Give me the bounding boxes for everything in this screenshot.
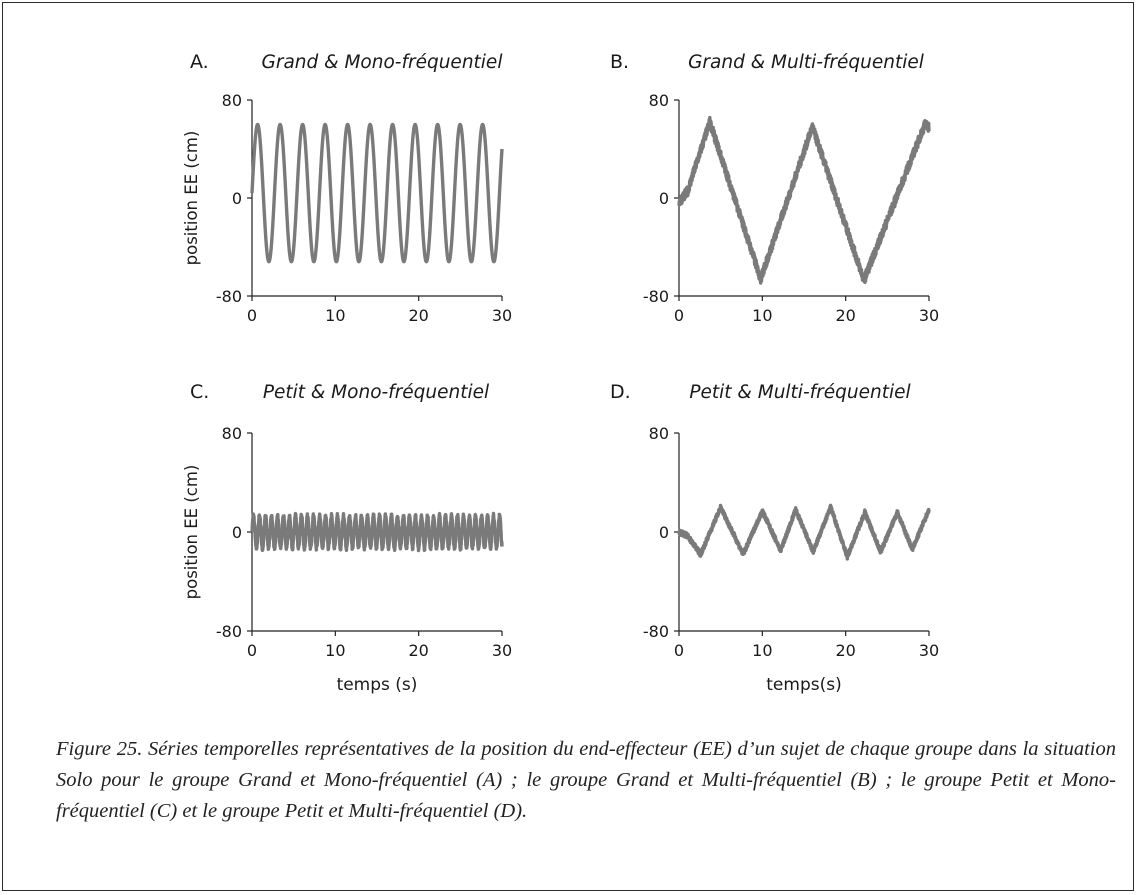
panel-b-series-line xyxy=(677,115,931,285)
panel-b-label: B. xyxy=(610,51,629,73)
panel-b-xtick-label: 20 xyxy=(835,306,855,325)
panel-a-xtick-label: 10 xyxy=(325,306,345,325)
panel-a-xtick-label: 30 xyxy=(492,306,512,325)
panel-d-xtick-label: 0 xyxy=(674,641,684,660)
panel-a-label: A. xyxy=(190,51,209,73)
panel-c-xtick-label: 10 xyxy=(325,641,345,660)
figure-plots: A. Grand & Mono-fréquentiel -80 0 80 0 10 20 30 p… xyxy=(182,51,939,695)
panel-b-title: Grand & Multi-fréquentiel xyxy=(688,52,925,73)
panel-c-x-axis-title: temps (s) xyxy=(337,675,418,695)
panel-d-ytick-label: 80 xyxy=(649,424,669,443)
panel-d-ytick-label: -80 xyxy=(643,622,669,641)
panel-b-ytick-label: 0 xyxy=(659,189,669,208)
panel-c-series-line xyxy=(250,511,504,553)
panel-c-label: C. xyxy=(190,381,209,403)
panel-c-xtick-label: 30 xyxy=(492,641,512,660)
panel-d-title: Petit & Multi-fréquentiel xyxy=(689,382,911,403)
panel-c-ytick-label: 80 xyxy=(222,424,242,443)
panel-b-xtick-label: 30 xyxy=(919,306,939,325)
panel-d-series-line xyxy=(677,503,931,561)
panel-b-xtick-label: 0 xyxy=(674,306,684,325)
panel-b-ytick-label: 80 xyxy=(649,91,669,110)
panel-a-title: Grand & Mono-fréquentiel xyxy=(262,52,504,73)
panel-d-xtick-label: 10 xyxy=(752,641,772,660)
panel-a-series-line xyxy=(250,122,504,264)
panel-c-xtick-label: 20 xyxy=(408,641,428,660)
panel-a-xtick-label: 20 xyxy=(408,306,428,325)
panel-a-xtick-label: 0 xyxy=(247,306,257,325)
panel-a-ytick-label: 80 xyxy=(222,91,242,110)
panel-a-y-axis-title: position EE (cm) xyxy=(182,131,201,266)
panel-d-xtick-label: 20 xyxy=(835,641,855,660)
panel-d-xtick-label: 30 xyxy=(919,641,939,660)
panel-a-ytick-label: 0 xyxy=(232,189,242,208)
panel-c-y-axis-title: position EE (cm) xyxy=(182,465,201,600)
panel-b-ytick-label: -80 xyxy=(643,287,669,306)
panel-c-ytick-label: -80 xyxy=(216,622,242,641)
panel-d-ytick-label: 0 xyxy=(659,523,669,542)
panel-d-x-axis-title: temps(s) xyxy=(766,675,841,695)
panel-b-xtick-label: 10 xyxy=(752,306,772,325)
panel-c-xtick-label: 0 xyxy=(247,641,257,660)
panel-a-ytick-label: -80 xyxy=(216,287,242,306)
panel-d-label: D. xyxy=(610,381,631,403)
panel-c-ytick-label: 0 xyxy=(232,523,242,542)
panel-c-title: Petit & Mono-fréquentiel xyxy=(263,382,490,403)
figure-caption: Figure 25. Séries temporelles représenta… xyxy=(56,738,1116,822)
